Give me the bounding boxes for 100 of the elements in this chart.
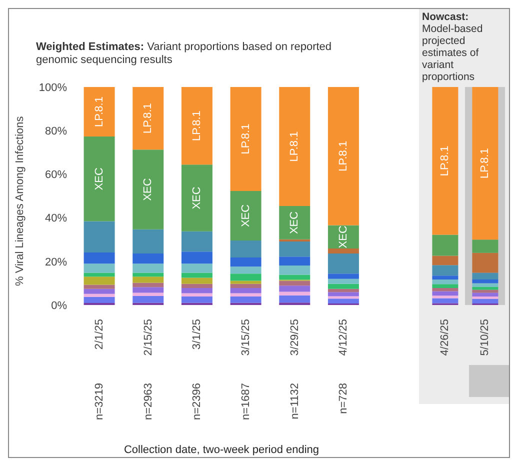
text: LP.8.1 [190,110,203,141]
bar [84,87,115,136]
bar [472,292,498,296]
bar [84,252,115,264]
x-axis-title: Collection date, two-week period ending [124,444,320,456]
bar [181,231,212,252]
bar [181,264,212,273]
series-label: LP.8.1 [93,96,106,127]
y-tick-label: 40% [44,212,68,225]
y-tick-label: 100% [38,82,68,94]
bar [328,248,359,254]
text: LP.8.1 [479,148,492,178]
x-tick-label: 3/1/25 [191,319,204,350]
bar [432,276,458,280]
chart-title: Weighted Estimates: [36,41,144,53]
bar [84,136,115,222]
bar [472,252,498,273]
bar [279,280,310,286]
bar [230,284,262,288]
text: n=1687 [240,383,252,420]
bar [328,284,359,289]
bar [432,284,458,288]
bar [84,284,115,289]
bar [181,87,212,165]
x-tick-label: 3/15/25 [240,319,252,356]
series-label: XEC [337,226,350,248]
y-tick-label: 60% [44,169,68,182]
bar [132,276,164,283]
bar [84,276,115,285]
bar [132,264,164,273]
text: LP.8.1 [288,131,301,162]
bar [230,266,262,274]
bar [328,292,359,296]
bar [328,87,359,226]
bar [279,256,310,266]
bar [328,288,359,292]
text: XEC [240,204,252,228]
bar [432,265,458,276]
bar [279,87,310,206]
bar [432,298,458,304]
bar [132,272,164,277]
bar [132,282,164,288]
bar [328,298,359,304]
bar [279,274,310,280]
bar [279,239,310,242]
chart-title: Nowcast: [422,11,469,23]
bar [230,293,262,296]
x-tick-label: 2/1/25 [93,319,106,350]
bar [230,87,262,191]
bar [132,254,164,264]
bar [432,291,458,296]
bar [472,283,498,287]
bar [132,150,164,230]
bar [432,296,458,298]
series-label: LP.8.1 [439,146,452,176]
y-tick-label: 20% [44,256,68,268]
text: n=728 [338,383,350,414]
x-tick-label: 5/10/25 [479,319,491,356]
text: n=2963 [142,383,154,420]
text: LP.8.1 [142,103,154,134]
bar [84,272,115,277]
bar [181,272,212,278]
bar [472,290,498,293]
text: n=2396 [191,383,204,420]
text: XEC [93,168,106,190]
y-axis-title: % Viral Lineages Among Infections [14,116,26,286]
bar [181,278,212,284]
bar [432,234,458,256]
bar [279,206,310,240]
bar [472,272,498,280]
bar [181,296,212,303]
bar [472,298,498,304]
text: n=3219 [93,383,106,420]
x-tick-label: 3/29/25 [288,319,301,356]
bar [132,229,164,254]
bar [84,288,115,294]
bar [181,252,212,264]
bar [84,264,115,273]
bar [279,242,310,257]
bar [472,87,498,240]
bar [230,190,262,240]
bar [230,274,262,281]
text: XEC [288,211,301,234]
bar [328,254,359,274]
bar [132,292,164,296]
bar [279,292,310,296]
text: XEC [142,178,154,201]
bar [181,284,212,288]
bar [432,279,458,284]
bar [181,164,212,232]
y-tick-label: 80% [44,126,68,138]
bar [230,288,262,294]
bar [84,296,115,304]
x-tick-label: 2/15/25 [142,319,154,356]
bar [132,287,164,293]
bar [432,288,458,292]
x-tick-label: 4/26/25 [439,319,451,356]
bar [432,256,458,266]
bar [132,296,164,303]
bar [472,240,498,253]
